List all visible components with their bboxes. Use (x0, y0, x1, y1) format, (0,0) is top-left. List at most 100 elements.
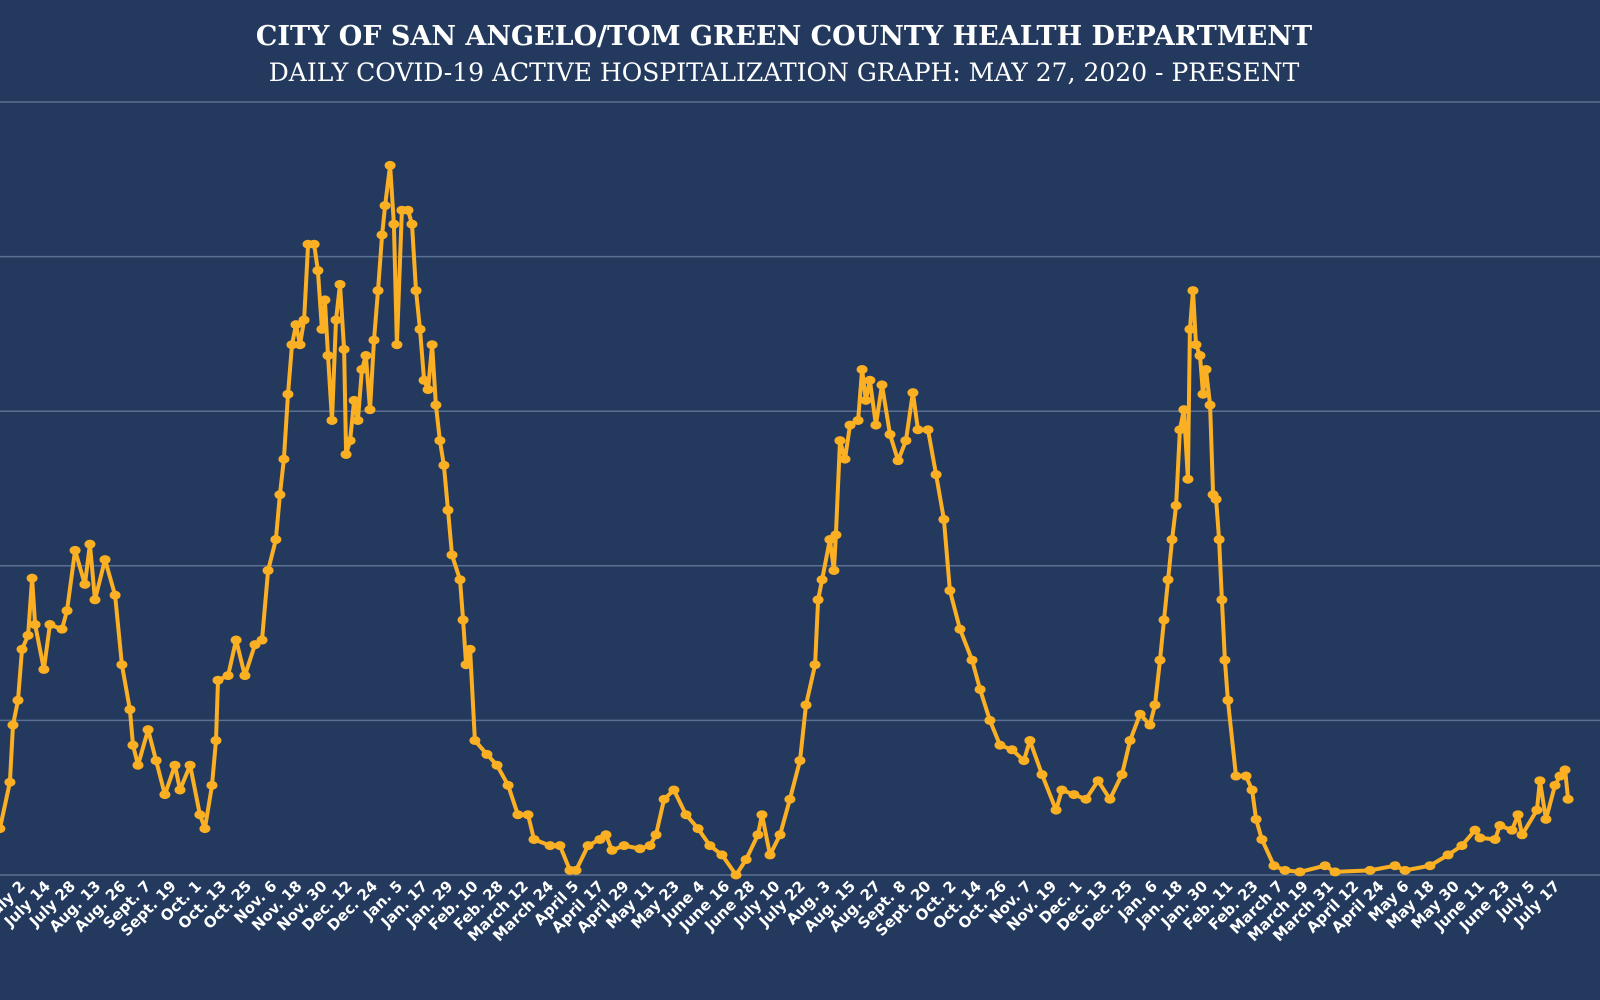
data-point (634, 844, 646, 854)
data-point (4, 777, 16, 787)
data-point (1182, 474, 1194, 484)
data-point (512, 810, 524, 820)
data-point (491, 760, 503, 770)
data-point (38, 664, 50, 674)
data-point (864, 375, 876, 385)
data-point (384, 160, 396, 170)
data-point (1050, 805, 1062, 815)
data-point (326, 415, 338, 425)
data-point (316, 324, 328, 334)
data-point (142, 725, 154, 735)
data-point (892, 456, 904, 466)
data-point (1197, 389, 1209, 399)
data-point (1540, 814, 1552, 824)
data-point (16, 644, 28, 654)
data-point (1549, 780, 1561, 790)
data-point (222, 671, 234, 681)
data-point (426, 340, 438, 350)
data-point (1036, 770, 1048, 780)
data-point (1399, 865, 1411, 875)
data-point (464, 644, 476, 654)
data-point (169, 760, 181, 770)
data-point (1056, 785, 1068, 795)
data-point (756, 810, 768, 820)
data-point (410, 286, 422, 296)
data-point (839, 454, 851, 464)
data-point (438, 460, 450, 470)
data-point (1424, 861, 1436, 871)
data-point (930, 470, 942, 480)
data-point (469, 735, 481, 745)
data-point (618, 841, 630, 851)
data-point (852, 415, 864, 425)
data-point (1170, 501, 1182, 511)
data-point (544, 841, 556, 851)
data-point (89, 595, 101, 605)
data-point (127, 740, 139, 750)
data-point (210, 735, 222, 745)
data-point (298, 315, 310, 325)
data-point (1194, 351, 1206, 361)
data-point (360, 351, 372, 361)
data-point (1246, 785, 1258, 795)
data-point (278, 454, 290, 464)
data-point (794, 756, 806, 766)
data-point (418, 375, 430, 385)
data-point (442, 505, 454, 515)
data-point (1166, 535, 1178, 545)
data-point (12, 695, 24, 705)
data-point (1469, 825, 1481, 835)
data-point (230, 635, 242, 645)
data-point (414, 324, 426, 334)
data-point (784, 794, 796, 804)
data-point (1489, 834, 1501, 844)
data-point (274, 490, 286, 500)
data-point (1187, 286, 1199, 296)
data-point (680, 810, 692, 820)
data-point (692, 824, 704, 834)
data-point (99, 555, 111, 565)
data-point (1389, 861, 1401, 871)
data-point (716, 850, 728, 860)
data-point (132, 760, 144, 770)
data-point (7, 720, 19, 730)
data-point (1294, 867, 1306, 877)
data-point (69, 545, 81, 555)
data-point (600, 830, 612, 840)
data-point (1154, 655, 1166, 665)
data-point (1144, 720, 1156, 730)
data-point (84, 539, 96, 549)
data-point (340, 449, 352, 459)
data-point (1222, 695, 1234, 705)
data-point (270, 535, 282, 545)
data-point (460, 660, 472, 670)
data-point (322, 351, 334, 361)
data-point (56, 624, 68, 634)
data-point (554, 841, 566, 851)
data-point (1456, 841, 1468, 851)
data-point (481, 749, 493, 759)
data-point (391, 340, 403, 350)
data-point (1250, 814, 1262, 824)
data-point (870, 420, 882, 430)
data-point (730, 870, 742, 880)
chart-title: CITY OF SAN ANGELO/TOM GREEN COUNTY HEAL… (256, 21, 1312, 52)
data-point (79, 579, 91, 589)
data-point (1104, 794, 1116, 804)
data-point (312, 266, 324, 276)
data-point (352, 415, 364, 425)
data-point (124, 705, 136, 715)
data-point (954, 624, 966, 634)
data-point (528, 834, 540, 844)
data-point (344, 436, 356, 446)
data-point (1562, 794, 1574, 804)
data-point (764, 850, 776, 860)
data-point (159, 790, 171, 800)
data-point (184, 760, 196, 770)
data-point (368, 335, 380, 345)
data-point (26, 573, 38, 583)
data-point (856, 364, 868, 374)
data-point (286, 340, 298, 350)
data-point (860, 395, 872, 405)
data-point (912, 425, 924, 435)
